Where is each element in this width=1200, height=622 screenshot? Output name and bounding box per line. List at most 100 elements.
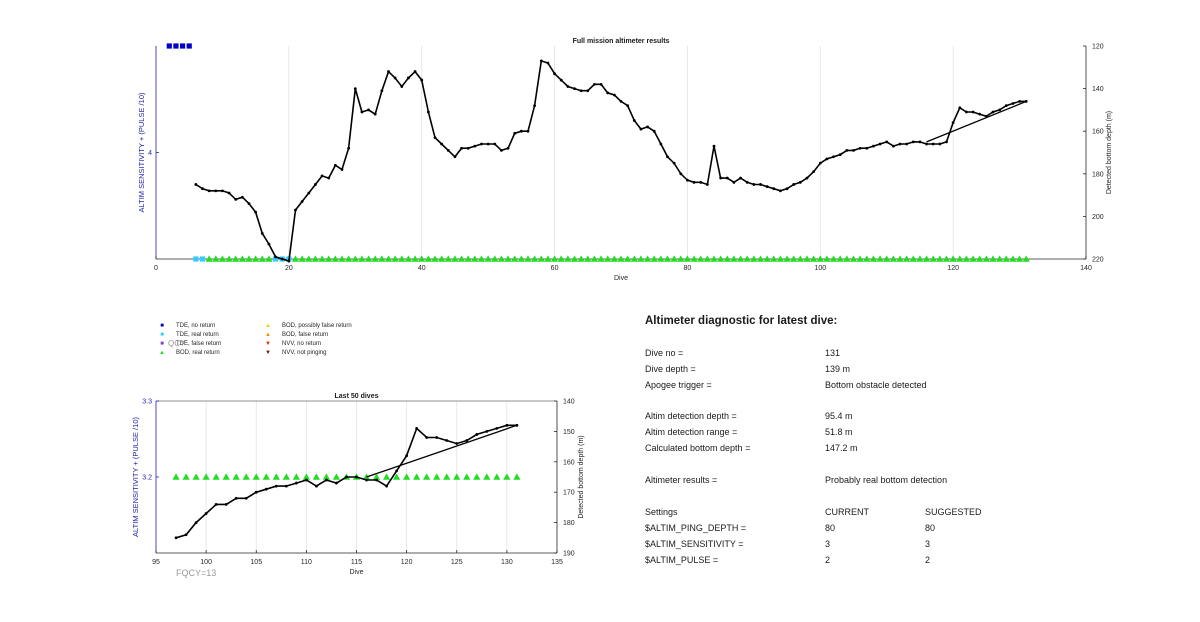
bottom-depth-point	[945, 140, 948, 144]
triangle-up-icon: ▲	[159, 350, 165, 356]
marker-bod-real-return	[483, 473, 491, 480]
bottom-depth-point	[495, 426, 499, 430]
marker-bod-real-return	[936, 255, 944, 262]
bottom-depth-point	[224, 502, 228, 506]
bottom-depth-point	[355, 475, 358, 479]
bottom-depth-point	[365, 478, 368, 482]
bottom-depth-point	[951, 121, 955, 125]
bottom-depth-point	[500, 148, 503, 152]
bottom-depth-point	[865, 146, 869, 150]
marker-bod-real-return	[823, 255, 831, 262]
marker-bod-real-return	[743, 255, 751, 262]
marker-bod-real-return	[511, 255, 519, 262]
bottom-depth-point	[485, 430, 489, 433]
bottom-depth-point	[294, 208, 297, 212]
marker-bod-real-return	[856, 255, 864, 262]
bottom-depth-point	[619, 99, 623, 103]
marker-bod-real-return	[1015, 255, 1024, 262]
bottom-depth-point	[998, 108, 1002, 112]
marker-bod-real-return	[471, 255, 479, 262]
setting-suggested-sensitivity: 3	[925, 539, 931, 549]
bottom-depth-point	[546, 61, 550, 65]
bottom-depth-point	[659, 142, 663, 146]
marker-bod-real-return	[338, 255, 346, 262]
y-left-tick-label: 4	[148, 150, 152, 157]
marker-bod-real-return	[312, 473, 320, 480]
marker-bod-real-return	[433, 473, 441, 480]
bottom-depth-point	[400, 85, 404, 88]
x-tick-label: 40	[418, 265, 426, 272]
marker-bod-real-return	[736, 255, 745, 262]
bottom-depth-point	[284, 484, 288, 488]
y-right-tick-label: 180	[1092, 171, 1104, 178]
bottom-depth-point	[247, 202, 251, 206]
marker-bod-real-return	[883, 255, 891, 262]
diag-label-altimeter-results: Altimeter results =	[645, 475, 718, 485]
bottom-depth-point	[606, 91, 610, 95]
marker-bod-real-return	[956, 255, 964, 262]
trend-line	[926, 100, 1027, 143]
bottom-depth-point	[395, 469, 398, 473]
marker-bod-real-return	[590, 255, 599, 262]
diagnostic-title: Altimeter diagnostic for latest dive:	[645, 315, 838, 327]
y-right-axis-label: Detected bottom depth (m)	[1106, 111, 1113, 194]
bottom-depth-point	[280, 257, 284, 261]
marker-bod-real-return	[703, 255, 711, 262]
marker-bod-real-return	[222, 473, 230, 480]
marker-bod-real-return	[624, 255, 632, 262]
x-tick-label: 20	[285, 265, 293, 272]
bottom-depth-point	[825, 157, 829, 161]
bottom-depth-point	[367, 108, 370, 112]
marker-bod-real-return	[796, 255, 804, 262]
marker-bod-real-return	[491, 255, 499, 262]
bottom-depth-point	[666, 155, 669, 159]
marker-bod-real-return	[982, 255, 990, 262]
marker-bod-real-return	[413, 473, 421, 480]
marker-bod-real-return	[238, 255, 246, 262]
y-right-tick-label: 180	[563, 520, 575, 527]
bottom-depth-point	[759, 183, 762, 186]
marker-bod-real-return	[989, 255, 997, 262]
bottom-depth-point	[712, 144, 716, 148]
x-tick-label: 100	[814, 265, 826, 272]
bottom-depth-point	[254, 490, 258, 494]
marker-tde-real-return	[193, 256, 199, 262]
bottom-depth-point	[304, 478, 308, 482]
bottom-depth-point	[433, 136, 437, 139]
x-tick-label: 135	[551, 559, 563, 566]
bottom-depth-point	[1004, 104, 1008, 108]
marker-bod-real-return	[331, 255, 339, 262]
marker-bod-real-return	[962, 255, 971, 262]
marker-bod-real-return	[513, 473, 521, 480]
marker-bod-real-return	[663, 255, 672, 262]
marker-bod-real-return	[617, 255, 625, 262]
bottom-depth-point	[194, 183, 198, 186]
marker-bod-real-return	[463, 473, 471, 480]
bottom-depth-point	[475, 433, 479, 436]
square-icon: ■	[160, 341, 164, 347]
trend-line	[366, 424, 518, 478]
bottom-depth-point	[719, 176, 723, 180]
bottom-depth-point	[420, 78, 424, 82]
bottom-depth-point	[626, 104, 630, 108]
bottom-depth-point	[725, 176, 729, 180]
marker-bod-real-return	[272, 473, 280, 480]
y-right-tick-label: 190	[563, 551, 575, 558]
bottom-depth-point	[353, 87, 357, 90]
bottom-depth-point	[732, 180, 736, 184]
bottom-depth-point	[838, 153, 842, 157]
marker-bod-real-return	[756, 255, 765, 262]
marker-bod-real-return	[493, 473, 501, 480]
bottom-depth-point	[772, 187, 776, 191]
bottom-depth-point	[672, 161, 676, 165]
marker-bod-real-return	[212, 255, 220, 262]
bottom-depth-point	[573, 87, 576, 90]
bottom-depth-point	[201, 187, 204, 191]
marker-bod-real-return	[484, 255, 492, 262]
bottom-depth-point	[260, 232, 264, 235]
bottom-depth-point	[234, 197, 238, 201]
y-right-tick-label: 220	[1092, 257, 1104, 264]
y-right-tick-label: 140	[1092, 86, 1104, 93]
bottom-depth-point	[818, 161, 822, 165]
settings-header-current: CURRENT	[825, 507, 869, 517]
